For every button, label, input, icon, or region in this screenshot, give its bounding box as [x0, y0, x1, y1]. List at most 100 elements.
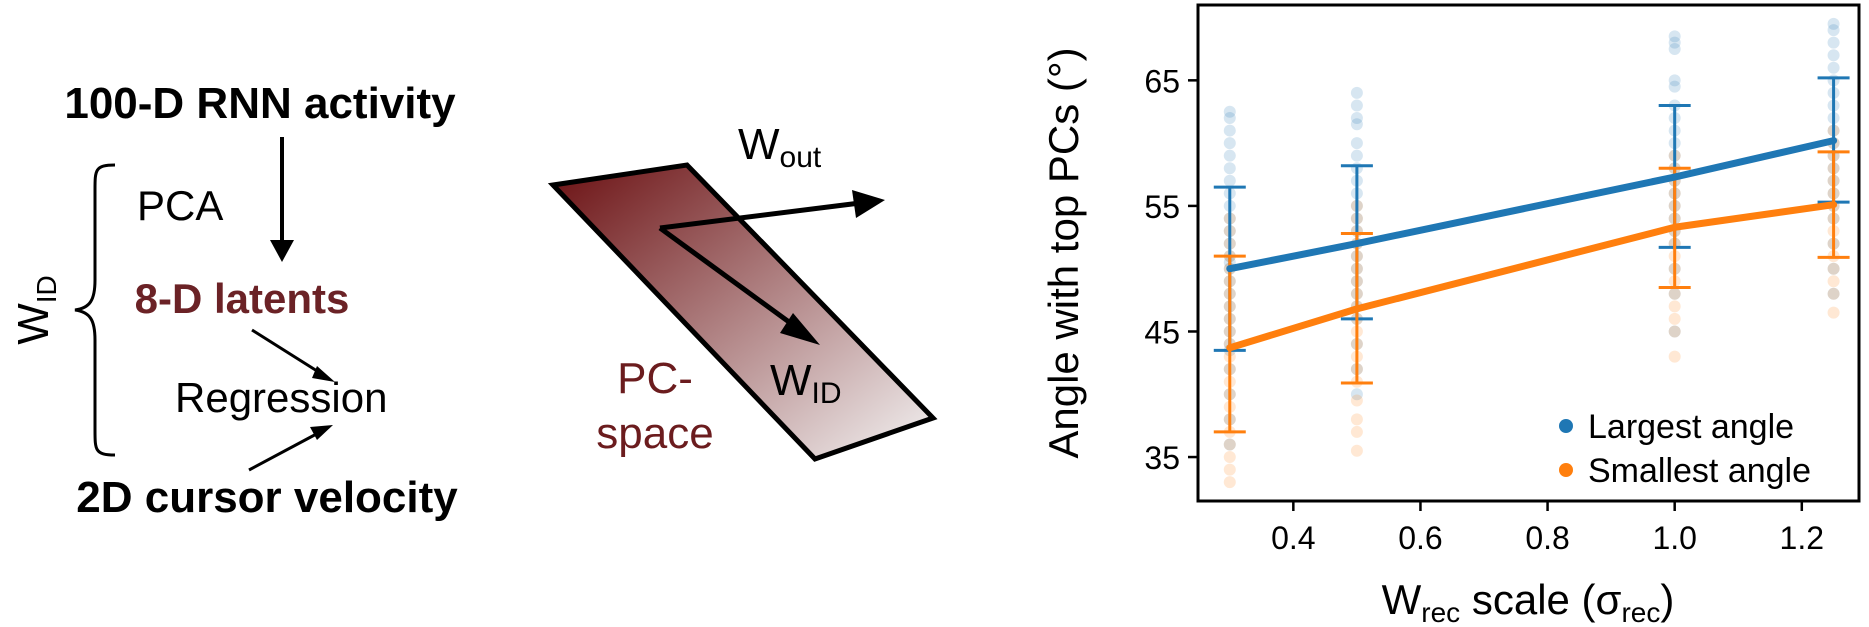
scatter-point — [1668, 74, 1681, 87]
wid-brace-base: W — [9, 303, 58, 345]
scatter-point — [1350, 413, 1363, 426]
x-tick-label: 1.0 — [1652, 520, 1696, 556]
x-axis-label-sub2: rec — [1621, 597, 1660, 627]
scatter-point — [1223, 124, 1236, 137]
down-arrow — [270, 137, 294, 262]
scatter-point — [1350, 444, 1363, 457]
scatter-point — [1668, 287, 1681, 300]
scatter-point — [1223, 162, 1236, 175]
scatter-point — [1827, 262, 1840, 275]
y-tick-label: 45 — [1144, 314, 1180, 350]
scatter-point — [1668, 350, 1681, 363]
x-tick-label: 0.6 — [1398, 520, 1442, 556]
scatter-point — [1827, 287, 1840, 300]
angle-chart: 0.4 0.6 0.8 1.0 1.2 35 45 55 65 Wrec scale (σre… — [1040, 3, 1861, 627]
scatter-point — [1827, 61, 1840, 74]
scatter-point — [1827, 36, 1840, 49]
wid-sub: ID — [812, 377, 842, 410]
scatter-point — [1350, 388, 1363, 401]
scatter-point — [1350, 99, 1363, 112]
wid-brace-sub: ID — [31, 275, 62, 303]
scatter-point — [1827, 17, 1840, 30]
scatter-point — [1827, 275, 1840, 288]
wout-arrow — [659, 190, 885, 231]
pc-space-label-line2: space — [596, 409, 713, 458]
wout-label: Wout — [738, 120, 822, 174]
legend-label-smallest: Smallest angle — [1588, 452, 1811, 490]
scatter-point — [1668, 30, 1681, 43]
scatter-point — [1223, 174, 1236, 187]
scatter-point — [1827, 49, 1840, 62]
x-tick-label: 0.8 — [1525, 520, 1569, 556]
wid-base: W — [770, 356, 812, 405]
rnn-activity-label: 100-D RNN activity — [64, 79, 456, 128]
scatter-point — [1668, 312, 1681, 325]
pc-space-diagram: Wout WID PC- space — [547, 120, 938, 462]
x-axis-label-sub1: rec — [1421, 597, 1460, 627]
plot-frame — [1196, 3, 1861, 503]
latents-to-regression-arrow — [251, 328, 335, 382]
wout-base: W — [738, 120, 780, 169]
pca-label: PCA — [137, 182, 223, 229]
scatter-point — [1223, 451, 1236, 464]
pc-space-plane — [547, 162, 938, 462]
scatter-point — [1223, 137, 1236, 150]
scatter-point — [1668, 80, 1681, 93]
scatter-point — [1350, 425, 1363, 438]
y-tick-label: 55 — [1144, 189, 1180, 225]
scatter-point — [1223, 149, 1236, 162]
wid-arrow — [658, 225, 820, 345]
curly-brace — [74, 163, 116, 457]
latents-label: 8-D latents — [135, 275, 350, 322]
scatter-point — [1223, 105, 1236, 118]
x-axis-label: Wrec scale (σrec) — [1382, 576, 1675, 627]
x-axis-label-end: ) — [1660, 576, 1674, 623]
y-tick-label: 35 — [1144, 440, 1180, 476]
y-axis-label: Angle with top PCs (°) — [1040, 47, 1087, 458]
x-tick-label: 0.4 — [1271, 520, 1315, 556]
cursor-velocity-label: 2D cursor velocity — [76, 473, 458, 522]
scatter-point — [1223, 463, 1236, 476]
regression-label: Regression — [175, 374, 387, 421]
scatter-point — [1223, 438, 1236, 451]
scatter-point — [1668, 300, 1681, 313]
legend: Largest angle Smallest angle — [1559, 408, 1811, 490]
y-axis-ticks: 35 45 55 65 — [1144, 63, 1198, 476]
x-axis-ticks: 0.4 0.6 0.8 1.0 1.2 — [1271, 501, 1824, 556]
legend-marker-smallest — [1559, 463, 1573, 477]
legend-marker-largest — [1559, 419, 1573, 433]
x-axis-label-mid: scale (σ — [1460, 576, 1621, 623]
velocity-to-regression-arrow — [248, 425, 333, 472]
scatter-point — [1668, 42, 1681, 55]
scatter-point — [1827, 306, 1840, 319]
scatter-point — [1350, 118, 1363, 131]
scatter-point — [1668, 325, 1681, 338]
svg-text:WID: WID — [9, 275, 62, 345]
x-axis-label-base: W — [1382, 576, 1422, 623]
scatter-point — [1827, 287, 1840, 300]
scatter-point — [1350, 149, 1363, 162]
scatter-point — [1223, 476, 1236, 489]
scatter-point — [1668, 325, 1681, 338]
x-tick-label: 1.2 — [1780, 520, 1824, 556]
pipeline-diagram: 100-D RNN activity PCA 8-D latents Regre… — [9, 79, 458, 522]
wout-sub: out — [780, 141, 822, 174]
y-tick-label: 65 — [1144, 63, 1180, 99]
wid-brace-label: WID — [9, 275, 62, 345]
wid-label: WID — [770, 356, 842, 410]
scatter-point — [1350, 112, 1363, 125]
legend-label-largest: Largest angle — [1588, 408, 1794, 446]
mean-line-layer — [1226, 137, 1838, 352]
pc-space-label-line1: PC- — [617, 354, 693, 403]
scatter-point — [1350, 137, 1363, 150]
scatter-point — [1223, 112, 1236, 125]
scatter-point — [1223, 438, 1236, 451]
largest-angle-line — [1226, 137, 1838, 273]
scatter-point — [1350, 394, 1363, 407]
scatter-point — [1668, 287, 1681, 300]
scatter-point — [1827, 262, 1840, 275]
scatter-point — [1827, 24, 1840, 37]
scatter-point — [1668, 36, 1681, 49]
smallest-angle-line — [1226, 201, 1838, 352]
